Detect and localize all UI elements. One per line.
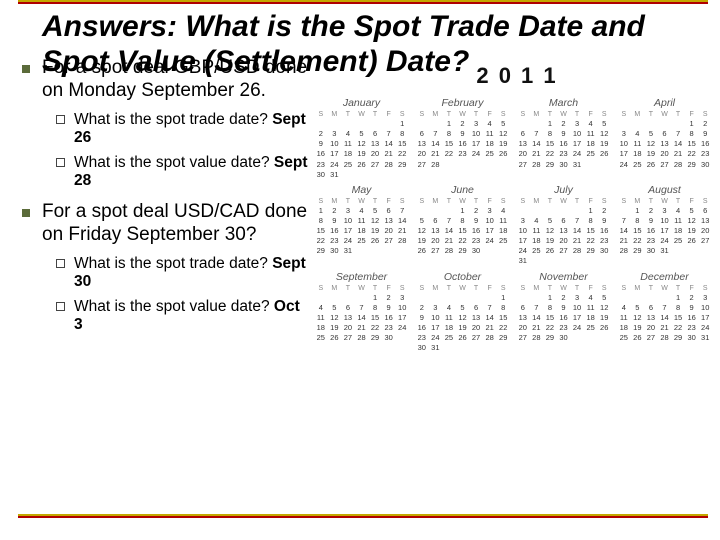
dow-row: SMTWTFS bbox=[415, 198, 510, 205]
days-grid: 1234567891011121314151617181920212223242… bbox=[617, 293, 712, 344]
month-july: July SMTWTFS12345678910111213141516171819… bbox=[516, 184, 611, 267]
days-grid: 1234567891011121314151617181920212223242… bbox=[314, 206, 409, 257]
month-august: August SMTWTFS123456789101112131415161718… bbox=[617, 184, 712, 267]
bullet-list: For a spot deal GBP/USD done on Monday S… bbox=[22, 57, 310, 335]
sub-item: What is the spot value date? Oct 3 bbox=[56, 298, 310, 335]
days-grid: 1234567891011121314151617181920212223242… bbox=[314, 119, 409, 180]
dow-row: SMTWTFS bbox=[516, 111, 611, 118]
month-january: January SMTWTFS12345678910111213141516171… bbox=[314, 97, 409, 180]
month-name: November bbox=[516, 271, 611, 283]
month-december: December SMTWTFS1234567891011121314151617… bbox=[617, 271, 712, 354]
month-april: April SMTWTFS1234567891011121314151617181… bbox=[617, 97, 712, 180]
sub-question: What is the spot trade date? bbox=[74, 111, 268, 128]
days-grid: 1234567891011121314151617181920212223242… bbox=[415, 119, 510, 170]
sub-question: What is the spot value date? bbox=[74, 298, 270, 315]
text-column: For a spot deal GBP/USD done on Monday S… bbox=[22, 57, 310, 353]
month-name: August bbox=[617, 184, 712, 196]
dow-row: SMTWTFS bbox=[314, 111, 409, 118]
month-september: September SMTWTFS123456789101112131415161… bbox=[314, 271, 409, 354]
days-grid: 1234567891011121314151617181920212223242… bbox=[415, 206, 510, 257]
sub-item: What is the spot value date? Sept 28 bbox=[56, 154, 310, 191]
month-march: March SMTWTFS1234567891011121314151617181… bbox=[516, 97, 611, 180]
sub-list: What is the spot trade date? Sept 26 Wha… bbox=[56, 111, 310, 191]
days-grid: 1234567891011121314151617181920212223242… bbox=[516, 119, 611, 170]
calendar-column: 2 0 1 1 JanuarySMTWTFS123456789101112131… bbox=[310, 57, 720, 353]
days-grid: 1234567891011121314151617181920212223242… bbox=[516, 206, 611, 267]
sub-question: What is the spot value date? bbox=[74, 154, 270, 171]
bullet-text: For a spot deal USD/CAD done on Friday S… bbox=[42, 201, 310, 247]
month-name: December bbox=[617, 271, 712, 283]
days-grid: 1234567891011121314151617181920212223242… bbox=[617, 206, 712, 257]
dow-row: SMTWTFS bbox=[314, 198, 409, 205]
dow-row: SMTWTFS bbox=[617, 198, 712, 205]
dow-row: SMTWTFS bbox=[516, 285, 611, 292]
month-june: June SMTWTFS12345678910111213141516171819… bbox=[415, 184, 510, 267]
month-name: March bbox=[516, 97, 611, 109]
days-grid: 1234567891011121314151617181920212223242… bbox=[314, 293, 409, 344]
days-grid: 1234567891011121314151617181920212223242… bbox=[516, 293, 611, 344]
sub-item: What is the spot trade date? Sept 26 bbox=[56, 111, 310, 148]
bullet-text: For a spot deal GBP/USD done on Monday S… bbox=[42, 57, 310, 103]
month-name: January bbox=[314, 97, 409, 109]
dow-row: SMTWTFS bbox=[415, 111, 510, 118]
month-name: July bbox=[516, 184, 611, 196]
month-name: October bbox=[415, 271, 510, 283]
month-name: May bbox=[314, 184, 409, 196]
month-name: June bbox=[415, 184, 510, 196]
days-grid: 1234567891011121314151617181920212223242… bbox=[415, 293, 510, 354]
sub-item: What is the spot trade date? Sept 30 bbox=[56, 255, 310, 292]
dow-row: SMTWTFS bbox=[314, 285, 409, 292]
bullet-item: For a spot deal USD/CAD done on Friday S… bbox=[22, 201, 310, 335]
dow-row: SMTWTFS bbox=[516, 198, 611, 205]
month-october: October SMTWTFS12345678910111213141516171… bbox=[415, 271, 510, 354]
calendar-year: 2 0 1 1 bbox=[327, 63, 707, 89]
month-february: February SMTWTFS1234567891011121314151617… bbox=[415, 97, 510, 180]
calendar-grid: JanuarySMTWTFS12345678910111213141516171… bbox=[314, 97, 712, 353]
content-row: For a spot deal GBP/USD done on Monday S… bbox=[0, 57, 720, 353]
bottom-border bbox=[18, 514, 708, 518]
month-may: May SMTWTFS123456789101112131415161718192… bbox=[314, 184, 409, 267]
month-name: April bbox=[617, 97, 712, 109]
dow-row: SMTWTFS bbox=[617, 285, 712, 292]
top-border bbox=[18, 0, 708, 4]
month-name: September bbox=[314, 271, 409, 283]
bullet-item: For a spot deal GBP/USD done on Monday S… bbox=[22, 57, 310, 191]
sub-list: What is the spot trade date? Sept 30 Wha… bbox=[56, 255, 310, 335]
month-november: November SMTWTFS1234567891011121314151617… bbox=[516, 271, 611, 354]
dow-row: SMTWTFS bbox=[617, 111, 712, 118]
dow-row: SMTWTFS bbox=[415, 285, 510, 292]
sub-question: What is the spot trade date? bbox=[74, 255, 268, 272]
days-grid: 1234567891011121314151617181920212223242… bbox=[617, 119, 712, 170]
month-name: February bbox=[415, 97, 510, 109]
